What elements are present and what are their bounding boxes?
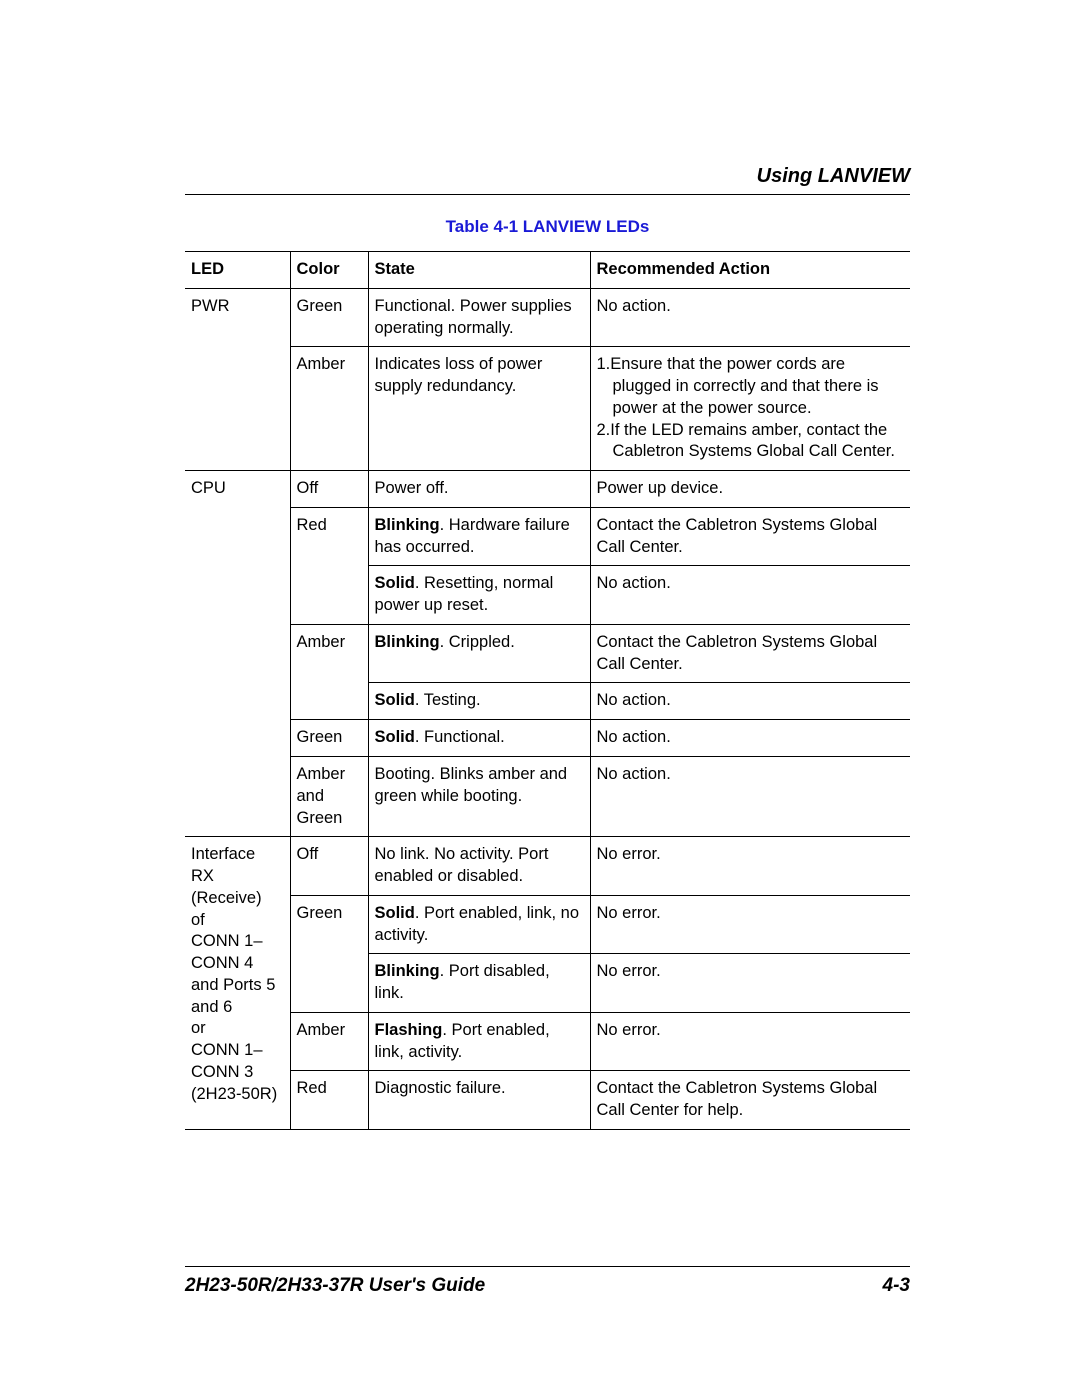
cell-action: No error.	[590, 837, 910, 896]
th-led: LED	[185, 252, 290, 289]
led-line: of	[191, 911, 205, 929]
state-rest: . Testing.	[415, 691, 481, 709]
cell-action: No error.	[590, 954, 910, 1013]
footer-guide: 2H23-50R/2H33-37R User's Guide	[185, 1275, 485, 1297]
list-text: If the LED remains amber, contact the Ca…	[610, 421, 895, 461]
section-title: Using LANVIEW	[185, 165, 910, 188]
cell-state: Blinking. Port disabled, link.	[368, 954, 590, 1013]
cell-action: No action.	[590, 683, 910, 720]
list-num: 2.	[597, 421, 611, 439]
cell-state: Diagnostic failure.	[368, 1071, 590, 1130]
state-bold: Blinking	[375, 962, 440, 980]
state-rest: . Functional.	[415, 728, 505, 746]
cell-color: Amber	[290, 347, 368, 471]
list-item: 2.If the LED remains amber, contact the …	[613, 420, 905, 464]
cell-color: Off	[290, 837, 368, 896]
cell-state: Flashing. Port enabled, link, activity.	[368, 1012, 590, 1071]
state-bold: Solid	[375, 574, 415, 592]
numbered-list: 1.Ensure that the power cords are plugge…	[597, 354, 905, 463]
table-row: Amber Indicates loss of power supply red…	[185, 347, 910, 471]
table-row: CPU Off Power off. Power up device.	[185, 471, 910, 508]
cell-action: No action.	[590, 566, 910, 625]
cell-action: Contact the Cabletron Systems Global Cal…	[590, 624, 910, 683]
led-line: Interface	[191, 845, 255, 863]
state-bold: Flashing	[375, 1021, 443, 1039]
cell-action: Contact the Cabletron Systems Global Cal…	[590, 1071, 910, 1130]
cell-action: Power up device.	[590, 471, 910, 508]
list-item: 1.Ensure that the power cords are plugge…	[613, 354, 905, 419]
footer-row: 2H23-50R/2H33-37R User's Guide 4-3	[185, 1275, 910, 1297]
led-line: CONN 1–	[191, 932, 263, 950]
cell-action: Contact the Cabletron Systems Global Cal…	[590, 507, 910, 566]
list-num: 1.	[597, 355, 611, 373]
cell-action: No error.	[590, 895, 910, 954]
led-line: (Receive)	[191, 889, 262, 907]
page-footer: 2H23-50R/2H33-37R User's Guide 4-3	[185, 1258, 910, 1297]
cell-state: Solid. Functional.	[368, 720, 590, 757]
cell-state: Booting. Blinks amber and green while bo…	[368, 757, 590, 837]
state-bold: Solid	[375, 728, 415, 746]
state-rest: . Crippled.	[440, 633, 515, 651]
footer-page-number: 4-3	[883, 1275, 910, 1297]
th-color: Color	[290, 252, 368, 289]
table-row: Red Blinking. Hardware failure has occur…	[185, 507, 910, 566]
th-action: Recommended Action	[590, 252, 910, 289]
led-line: CONN 1–	[191, 1041, 263, 1059]
header-rule	[185, 194, 910, 195]
cell-color: Green	[290, 720, 368, 757]
cell-color: Amber	[290, 1012, 368, 1071]
led-line: or	[191, 1019, 206, 1037]
led-line: CONN 3	[191, 1063, 253, 1081]
cell-led: Interface RX (Receive) of CONN 1– CONN 4…	[185, 837, 290, 1130]
list-text: Ensure that the power cords are plugged …	[610, 355, 878, 417]
cell-color: Red	[290, 1071, 368, 1130]
cell-color: Red	[290, 507, 368, 624]
cell-state: Blinking. Crippled.	[368, 624, 590, 683]
cell-state: Solid. Testing.	[368, 683, 590, 720]
table-row: PWR Green Functional. Power supplies ope…	[185, 288, 910, 347]
cell-state: Solid. Resetting, normal power up reset.	[368, 566, 590, 625]
cell-action: 1.Ensure that the power cords are plugge…	[590, 347, 910, 471]
table-row: Red Diagnostic failure. Contact the Cabl…	[185, 1071, 910, 1130]
state-bold: Blinking	[375, 516, 440, 534]
cell-state: Functional. Power supplies operating nor…	[368, 288, 590, 347]
cell-led: PWR	[185, 288, 290, 470]
cell-state: Solid. Port enabled, link, no activity.	[368, 895, 590, 954]
cell-action: No action.	[590, 288, 910, 347]
cell-state: Blinking. Hardware failure has occurred.	[368, 507, 590, 566]
cell-state: Power off.	[368, 471, 590, 508]
cell-state: Indicates loss of power supply redundanc…	[368, 347, 590, 471]
led-line: RX	[191, 867, 214, 885]
table-row: Amber and Green Booting. Blinks amber an…	[185, 757, 910, 837]
cell-color: Amber and Green	[290, 757, 368, 837]
table-row: Interface RX (Receive) of CONN 1– CONN 4…	[185, 837, 910, 896]
led-line: CONN 4	[191, 954, 253, 972]
table-row: Amber Flashing. Port enabled, link, acti…	[185, 1012, 910, 1071]
cell-color: Green	[290, 288, 368, 347]
page: Using LANVIEW Table 4-1 LANVIEW LEDs LED…	[0, 0, 1080, 1397]
led-line: and Ports 5	[191, 976, 275, 994]
cell-color: Amber	[290, 624, 368, 719]
table-row: Amber Blinking. Crippled. Contact the Ca…	[185, 624, 910, 683]
footer-rule	[185, 1266, 910, 1267]
state-bold: Solid	[375, 691, 415, 709]
state-bold: Blinking	[375, 633, 440, 651]
led-line: and 6	[191, 998, 232, 1016]
cell-state: No link. No activity. Port enabled or di…	[368, 837, 590, 896]
cell-action: No error.	[590, 1012, 910, 1071]
cell-led: CPU	[185, 471, 290, 837]
cell-color: Green	[290, 895, 368, 1012]
state-bold: Solid	[375, 904, 415, 922]
table-caption: Table 4-1 LANVIEW LEDs	[185, 217, 910, 237]
table-row: Green Solid. Functional. No action.	[185, 720, 910, 757]
led-line: (2H23-50R)	[191, 1085, 277, 1103]
table-header-row: LED Color State Recommended Action	[185, 252, 910, 289]
table-row: Green Solid. Port enabled, link, no acti…	[185, 895, 910, 954]
cell-color: Off	[290, 471, 368, 508]
th-state: State	[368, 252, 590, 289]
cell-action: No action.	[590, 757, 910, 837]
led-table: LED Color State Recommended Action PWR G…	[185, 251, 910, 1130]
cell-action: No action.	[590, 720, 910, 757]
